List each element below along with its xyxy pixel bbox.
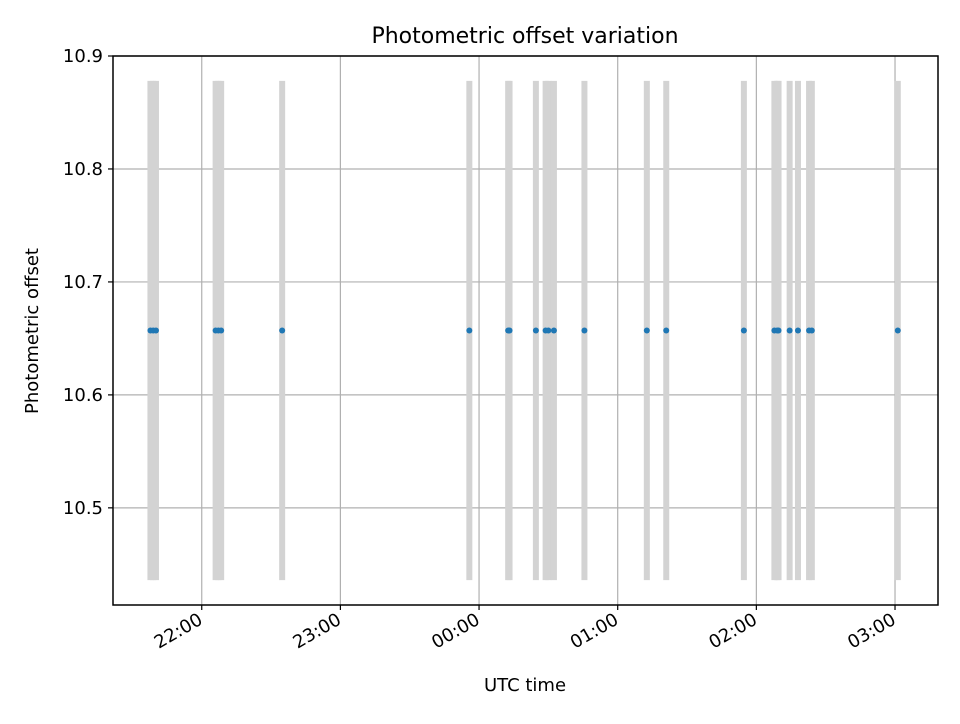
data-point bbox=[775, 327, 782, 334]
data-point bbox=[550, 327, 557, 334]
plot-frame bbox=[112, 55, 939, 606]
y-axis-label: Photometric offset bbox=[22, 248, 43, 414]
data-point bbox=[663, 327, 670, 334]
y-tick-label: 10.7 bbox=[63, 272, 103, 293]
point-layer bbox=[147, 327, 901, 334]
y-tick-label: 10.6 bbox=[63, 385, 103, 406]
y-tick-label: 10.5 bbox=[63, 498, 103, 519]
data-point bbox=[279, 327, 286, 334]
chart-title: Photometric offset variation bbox=[371, 24, 678, 49]
data-point bbox=[643, 327, 650, 334]
data-point bbox=[545, 327, 552, 334]
data-point bbox=[532, 327, 539, 334]
data-point bbox=[794, 327, 801, 334]
data-point bbox=[740, 327, 747, 334]
data-point bbox=[466, 327, 473, 334]
y-tick-label: 10.9 bbox=[63, 46, 103, 67]
data-point bbox=[218, 327, 225, 334]
data-point bbox=[786, 327, 793, 334]
y-tick-label: 10.8 bbox=[63, 159, 103, 180]
data-point bbox=[152, 327, 159, 334]
x-axis-label: UTC time bbox=[484, 675, 566, 696]
data-point bbox=[808, 327, 815, 334]
data-point bbox=[581, 327, 588, 334]
data-point bbox=[894, 327, 901, 334]
data-point bbox=[506, 327, 513, 334]
